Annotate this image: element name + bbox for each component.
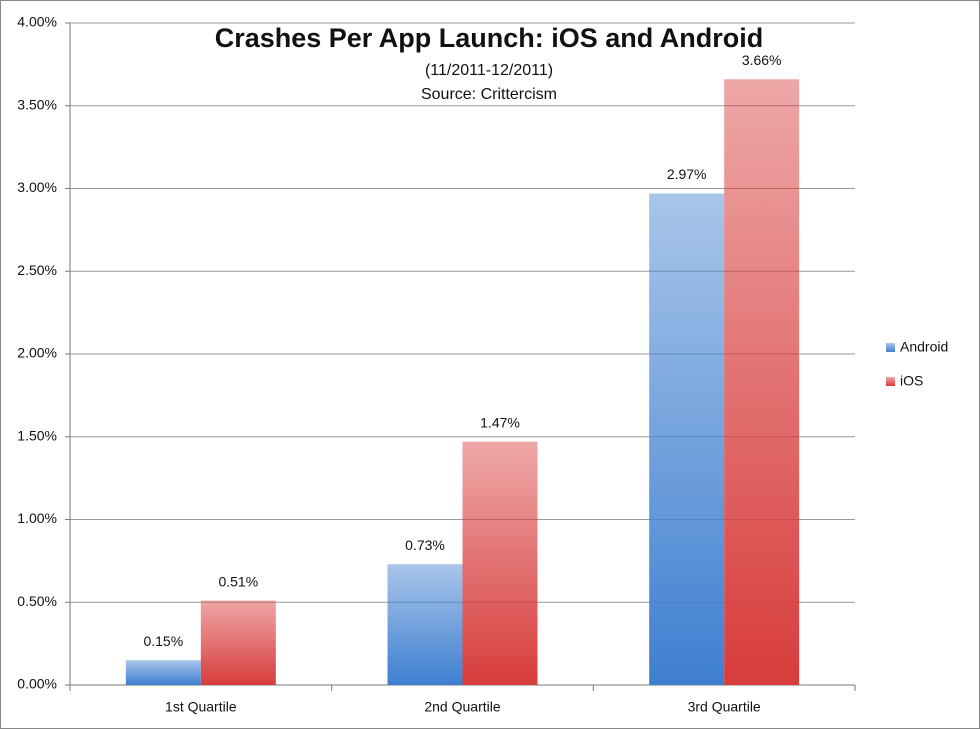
y-tick-label: 0.50% [17,593,57,609]
bar [200,600,276,685]
y-tick-label: 4.00% [17,14,57,30]
y-tick-label: 1.00% [17,510,57,526]
y-tick-label: 3.50% [17,96,57,112]
data-label: 0.73% [405,537,445,553]
bar [462,441,538,685]
legend-label: iOS [900,373,923,389]
x-tick-label: 1st Quartile [165,699,237,715]
data-label: 2.97% [667,166,707,182]
bar [387,564,463,685]
legend-marker [886,377,895,386]
y-tick-label: 0.00% [17,676,57,692]
data-label: 1.47% [480,414,520,430]
y-tick-label: 3.00% [17,179,57,195]
chart-subtitle: (11/2011-12/2011) [425,62,553,79]
bar [649,193,725,685]
y-tick-label: 1.50% [17,427,57,443]
x-tick-label: 3rd Quartile [688,699,761,715]
legend-marker [886,343,895,352]
y-tick-label: 2.00% [17,345,57,361]
bar [125,660,201,685]
marks [125,79,800,685]
data-label: 0.51% [218,573,258,589]
bar [724,79,800,685]
chart-title: Crashes Per App Launch: iOS and Android [215,23,764,53]
x-tick-label: 2nd Quartile [424,699,500,715]
data-label: 0.15% [143,633,183,649]
data-label: 3.66% [742,52,782,68]
legend-label: Android [900,339,948,355]
y-tick-label: 2.50% [17,262,57,278]
chart-subtitle: Source: Crittercism [421,86,557,103]
